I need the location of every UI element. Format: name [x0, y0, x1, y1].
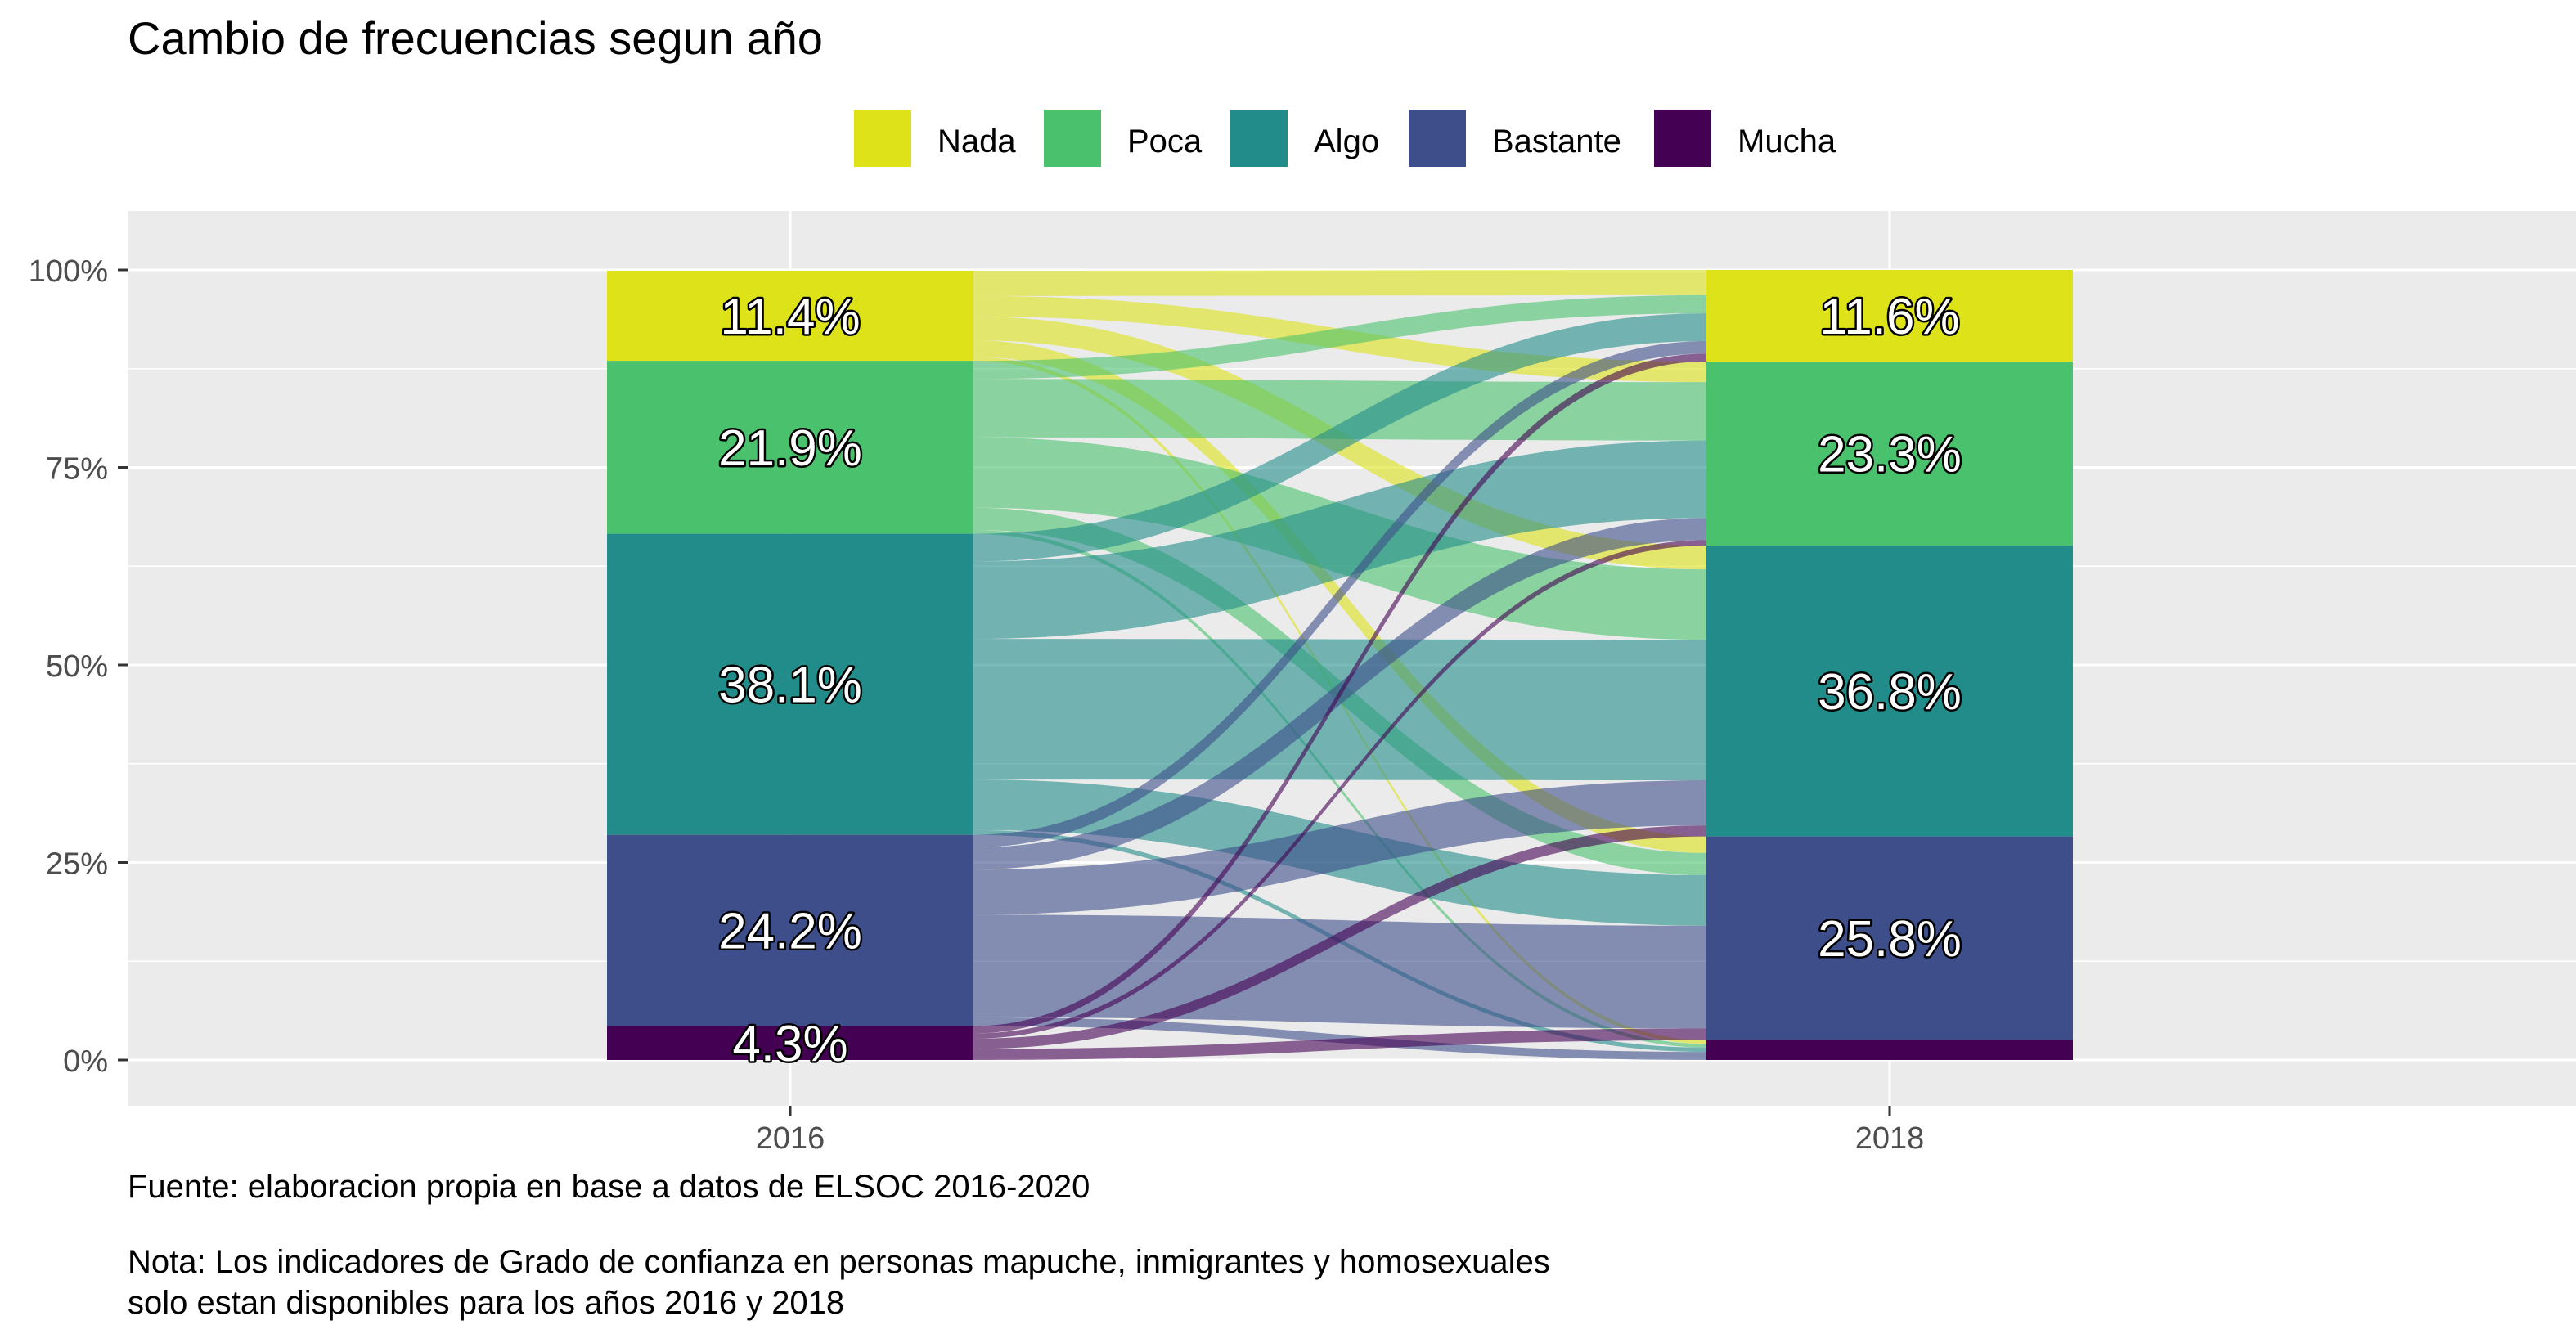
stratum-bar [1706, 1040, 2073, 1060]
legend-key [1044, 110, 1101, 167]
caption-note-line1: Nota: Los indicadores de Grado de confia… [128, 1244, 1550, 1280]
stratum-bar [607, 533, 973, 835]
flow-band [973, 639, 1706, 781]
stratum-bar [607, 1026, 973, 1060]
legend: Nada Poca Algo Bastante Mucha [854, 110, 1836, 167]
stratum-label: 23.3% [1818, 427, 1962, 483]
legend-label: Bastante [1492, 124, 1621, 159]
legend-key [854, 110, 911, 167]
caption-source: Fuente: elaboracion propia en base a dat… [128, 1169, 1090, 1205]
stratum-bar [1706, 270, 2073, 362]
flow-band [973, 825, 1706, 1049]
y-tick-label: 50% [46, 649, 108, 684]
flow-band [973, 294, 1706, 380]
legend-key [1654, 110, 1711, 167]
stratum-bar [607, 361, 973, 534]
x-tick-label: 2018 [1855, 1121, 1925, 1156]
stratum-bar [1706, 546, 2073, 837]
legend-key [1409, 110, 1466, 167]
stratum-label: 38.1% [718, 658, 862, 714]
caption-note-line2: solo estan disponibles para los años 201… [128, 1285, 844, 1321]
stratum-label: 4.3% [732, 1016, 847, 1072]
axes: 0% 25% 50% 75% 100% 2016 2018 [29, 254, 1924, 1156]
y-tick-label: 25% [46, 847, 108, 882]
flow-band [973, 914, 1706, 1029]
stratum-bar [607, 270, 973, 362]
stratum-label: 11.6% [1819, 289, 1959, 345]
legend-label: Mucha [1738, 124, 1836, 159]
legend-label: Algo [1314, 124, 1379, 159]
stratum-bar [607, 834, 973, 1026]
y-tick-label: 75% [46, 452, 108, 487]
flow-band [973, 340, 1706, 848]
flow-band [973, 270, 1706, 296]
stratum-label: 11.4% [720, 289, 860, 345]
stratum-labels: 11.4% 21.9% 38.1% 24.2% 4.3% 11.6% 23.3% 36.8% 2… [717, 287, 1964, 1075]
stratum-bar [1706, 362, 2073, 546]
stratum-label: 25.8% [1818, 911, 1962, 968]
flow-band [973, 379, 1706, 441]
strata [607, 270, 2073, 1060]
flow-band [973, 353, 1706, 1034]
y-tick-label: 0% [63, 1044, 108, 1079]
flow-band [973, 440, 1706, 640]
y-tick-label: 100% [29, 254, 108, 289]
x-tick-label: 2016 [756, 1121, 825, 1156]
flow-band [973, 1028, 1706, 1060]
flow-band [973, 780, 1706, 915]
stratum-label: 24.2% [718, 904, 862, 960]
legend-label: Nada [937, 124, 1016, 159]
stratum-bar [1706, 836, 2073, 1040]
chart-title: Cambio de frecuencias segun año [128, 12, 823, 64]
stratum-label: 36.8% [1818, 664, 1962, 721]
legend-key [1230, 110, 1288, 167]
flow-band [973, 540, 1706, 1039]
stratum-label: 21.9% [718, 420, 862, 477]
legend-label: Poca [1127, 124, 1203, 159]
flows [973, 270, 1706, 1060]
flow-band [973, 313, 1706, 562]
